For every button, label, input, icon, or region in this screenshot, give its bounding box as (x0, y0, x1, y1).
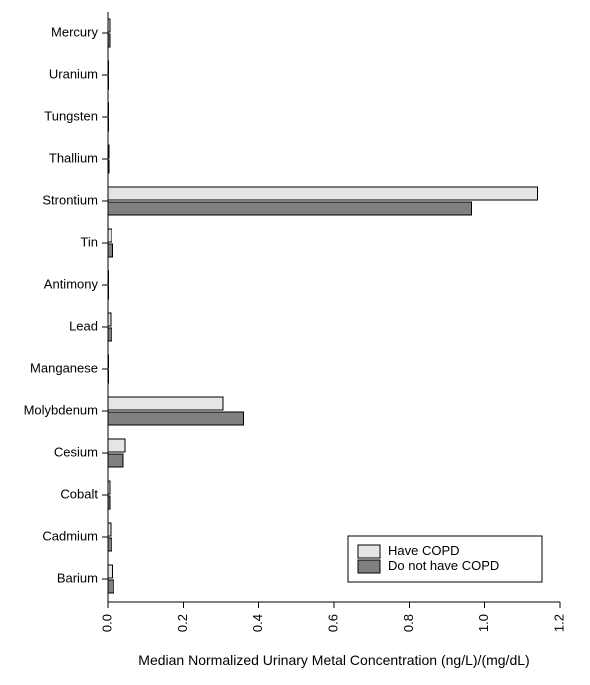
y-tick-label: Tin (80, 234, 98, 249)
legend-label-no_copd: Do not have COPD (388, 558, 499, 573)
x-tick-label: 0.4 (250, 614, 265, 632)
y-tick-label: Manganese (30, 360, 98, 375)
y-tick-label: Antimony (44, 276, 99, 291)
y-tick-label: Molybdenum (24, 402, 98, 417)
bar-copd (108, 397, 223, 410)
x-axis-label: Median Normalized Urinary Metal Concentr… (138, 652, 529, 668)
legend-swatch-no_copd (358, 560, 380, 573)
bar-copd (108, 229, 112, 242)
legend-swatch-copd (358, 545, 380, 558)
x-tick-label: 1.0 (476, 614, 491, 632)
chart-container: Mercury Uranium Tungsten Thallium Strontium T… (0, 0, 590, 685)
y-tick-label: Tungsten (44, 108, 98, 123)
y-tick-label: Thallium (49, 150, 98, 165)
bar-no_copd (108, 328, 112, 341)
y-tick-label: Cadmium (42, 528, 98, 543)
bar-no_copd (108, 412, 244, 425)
legend-label-copd: Have COPD (388, 543, 460, 558)
y-tick-label: Mercury (51, 24, 98, 39)
x-tick-label: 0.6 (325, 614, 340, 632)
bar-no_copd (108, 538, 112, 551)
bar-copd (108, 439, 125, 452)
y-tick-label: Barium (57, 570, 98, 585)
y-tick-label: Cesium (54, 444, 98, 459)
x-tick-label: 1.2 (551, 614, 566, 632)
bar-no_copd (108, 202, 471, 215)
y-tick-label: Cobalt (60, 486, 98, 501)
x-tick-label: 0.2 (175, 614, 190, 632)
y-tick-label: Strontium (42, 192, 98, 207)
x-tick-label: 0.0 (99, 614, 114, 632)
bar-chart: Mercury Uranium Tungsten Thallium Strontium T… (0, 0, 590, 685)
bar-copd (108, 187, 537, 200)
y-tick-label: Uranium (49, 66, 98, 81)
bar-no_copd (108, 244, 113, 257)
bar-copd (108, 565, 113, 578)
x-tick-label: 0.8 (401, 614, 416, 632)
bar-no_copd (108, 454, 123, 467)
y-tick-label: Lead (69, 318, 98, 333)
bar-no_copd (108, 580, 114, 593)
